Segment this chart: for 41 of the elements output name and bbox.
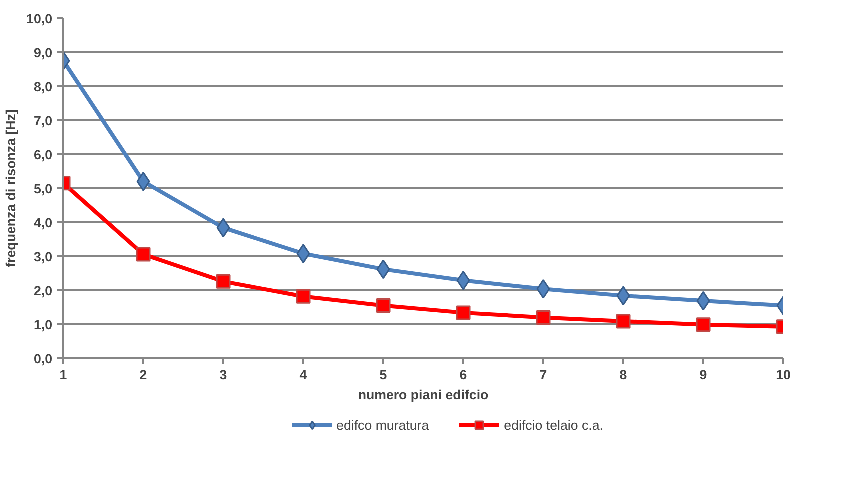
y-tick-label: 2,0 bbox=[34, 284, 53, 298]
x-tick-label: 5 bbox=[380, 368, 388, 382]
point bbox=[616, 286, 630, 306]
x-axis-title: numero piani edifcio bbox=[358, 388, 489, 402]
y-tick-label: 5,0 bbox=[34, 182, 53, 196]
y-tick-label: 0,0 bbox=[34, 352, 53, 366]
point bbox=[376, 298, 391, 314]
y-axis-title: frequenza di risonza [Hz] bbox=[4, 110, 19, 268]
x-tick-label: 4 bbox=[300, 368, 308, 382]
point bbox=[536, 310, 551, 325]
point bbox=[696, 291, 710, 311]
x-tick-label: 2 bbox=[140, 368, 148, 382]
point bbox=[296, 289, 311, 304]
y-tick-label: 9,0 bbox=[34, 46, 53, 60]
x-tick-label: 6 bbox=[460, 368, 468, 382]
point bbox=[536, 279, 550, 299]
x-tick-label: 3 bbox=[220, 368, 228, 382]
point bbox=[136, 247, 151, 262]
y-tick-label: 3,0 bbox=[34, 250, 53, 264]
y-tick-label: 4,0 bbox=[34, 216, 53, 230]
x-tick-label: 1 bbox=[60, 368, 68, 382]
point bbox=[456, 270, 470, 290]
y-tick-label: 8,0 bbox=[34, 80, 53, 94]
point bbox=[456, 306, 471, 320]
point bbox=[136, 172, 150, 192]
y-tick-label: 6,0 bbox=[34, 148, 53, 162]
y-tick-label: 7,0 bbox=[34, 114, 53, 128]
x-tick-label: 7 bbox=[540, 368, 548, 382]
point bbox=[376, 260, 390, 280]
point bbox=[696, 318, 711, 332]
y-tick-label: 10,0 bbox=[26, 12, 53, 26]
point bbox=[216, 218, 230, 238]
x-tick-label: 10 bbox=[776, 368, 791, 382]
point bbox=[216, 274, 231, 289]
point bbox=[616, 314, 631, 329]
legend-label: edifco muratura bbox=[336, 418, 430, 432]
point bbox=[296, 244, 310, 264]
x-tick-label: 8 bbox=[620, 368, 628, 382]
legend-label: edifcio telaio c.a. bbox=[504, 418, 604, 432]
y-tick-label: 1,0 bbox=[34, 318, 53, 332]
x-tick-label: 9 bbox=[700, 368, 708, 382]
